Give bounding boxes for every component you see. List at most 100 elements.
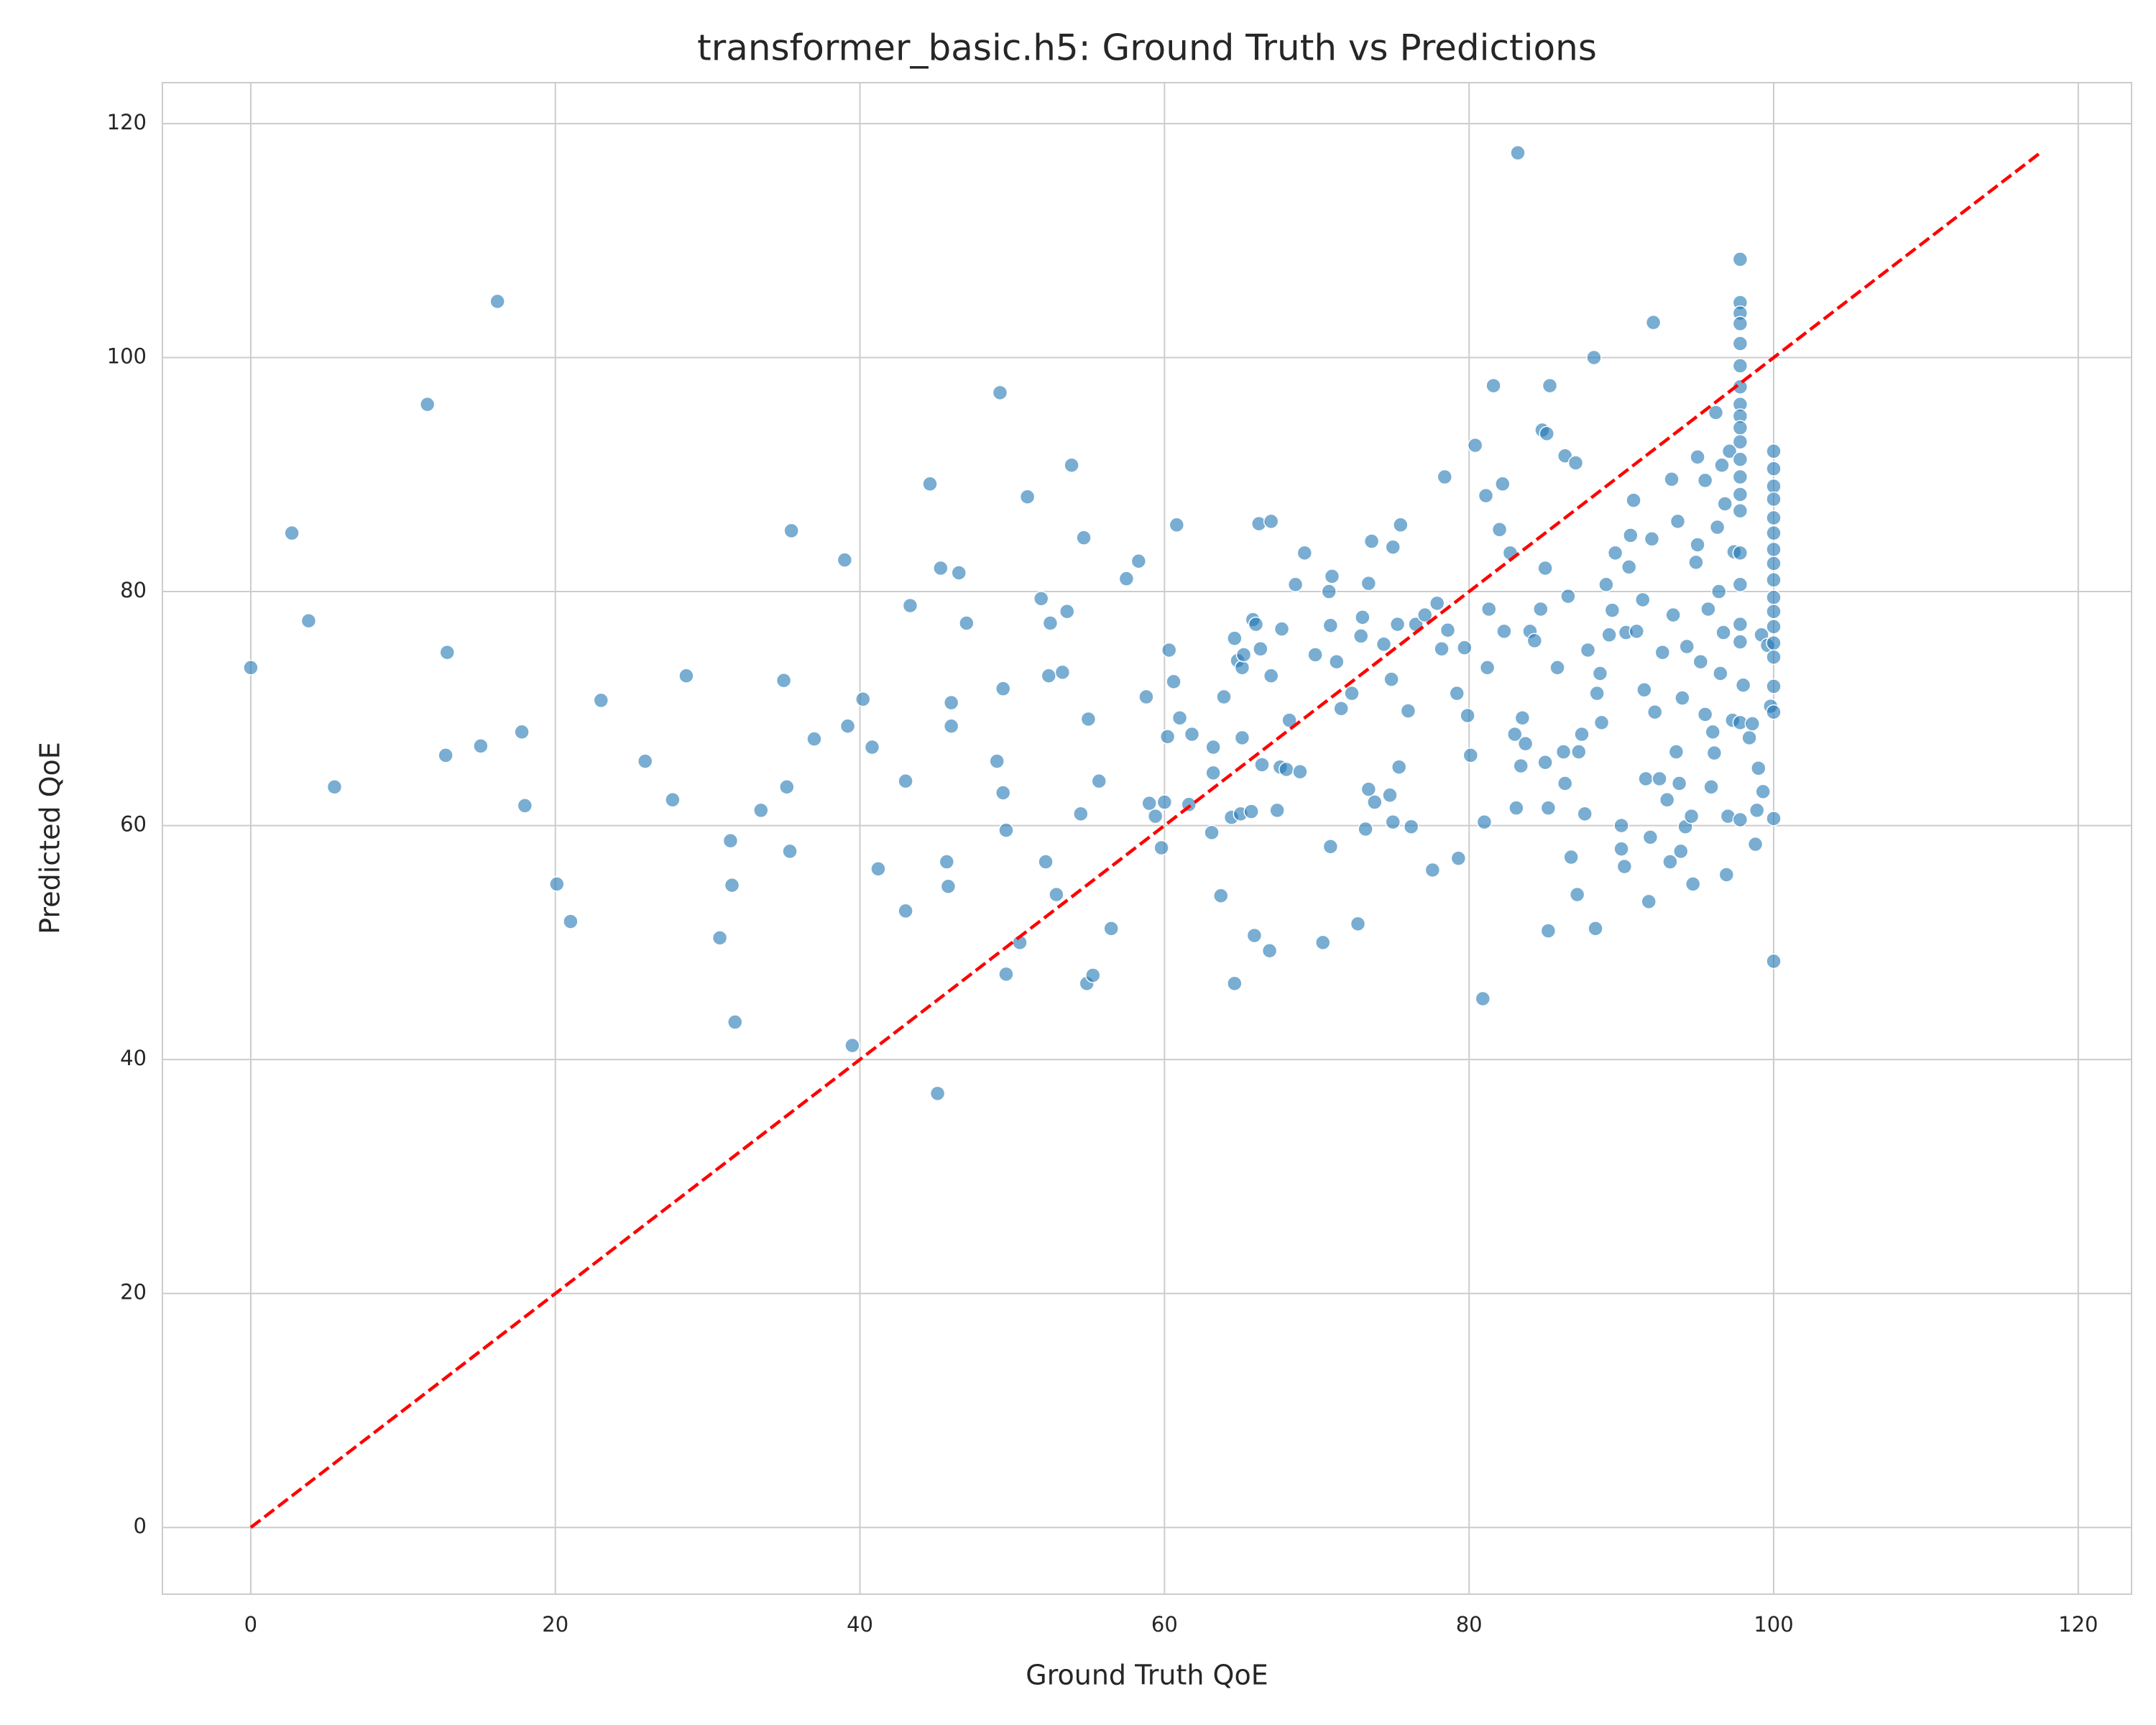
x-tick-label: 120 <box>2058 1612 2098 1637</box>
point <box>1766 572 1782 588</box>
x-tick-label: 80 <box>1456 1612 1483 1637</box>
point <box>1204 824 1220 841</box>
point <box>549 876 565 892</box>
point <box>1416 607 1433 623</box>
x-tick-label: 60 <box>1151 1612 1178 1637</box>
point <box>1389 616 1406 632</box>
point <box>1645 314 1662 331</box>
point <box>1292 763 1308 780</box>
point <box>1732 420 1749 436</box>
point <box>1557 448 1573 464</box>
point <box>1592 666 1608 681</box>
point <box>1669 513 1686 530</box>
point <box>1732 811 1749 828</box>
point <box>1766 491 1782 507</box>
point <box>1147 808 1164 824</box>
point <box>1391 759 1407 775</box>
point <box>1732 358 1749 374</box>
point <box>1480 601 1497 617</box>
point <box>1510 144 1526 161</box>
point <box>1281 712 1297 728</box>
point <box>806 731 822 747</box>
point <box>1741 730 1757 746</box>
point <box>1385 814 1401 830</box>
point <box>1383 671 1399 687</box>
point <box>1385 539 1401 555</box>
point <box>1457 640 1473 656</box>
point <box>1717 496 1733 512</box>
point <box>678 668 694 684</box>
point <box>1540 800 1557 816</box>
point <box>992 385 1008 401</box>
point <box>1642 829 1659 845</box>
point <box>1261 943 1278 959</box>
point <box>1601 627 1617 643</box>
point <box>1533 601 1549 617</box>
point <box>489 293 505 310</box>
point <box>839 718 856 734</box>
point <box>1644 531 1660 547</box>
point <box>1234 660 1250 676</box>
point <box>1450 850 1467 866</box>
point <box>1184 726 1200 742</box>
point <box>1766 589 1782 605</box>
point <box>1635 592 1651 608</box>
point <box>1080 711 1097 727</box>
point <box>995 785 1011 801</box>
point <box>1679 638 1695 655</box>
point <box>1216 689 1232 705</box>
point <box>1376 636 1392 653</box>
point <box>1755 783 1771 800</box>
point <box>1616 858 1633 875</box>
point <box>1697 707 1713 722</box>
point <box>1205 765 1221 781</box>
point <box>1460 707 1475 724</box>
point <box>563 914 579 929</box>
point <box>1437 469 1453 485</box>
point <box>1589 685 1605 702</box>
point <box>1507 726 1523 742</box>
point <box>514 724 530 740</box>
point <box>1685 876 1701 892</box>
point <box>1646 704 1663 720</box>
point <box>1549 660 1565 676</box>
point <box>1539 426 1555 442</box>
point <box>1355 610 1370 625</box>
point <box>1766 704 1782 720</box>
point <box>1604 602 1621 618</box>
point <box>1665 607 1681 623</box>
point <box>1692 653 1709 670</box>
point <box>1485 377 1501 394</box>
point <box>593 692 609 709</box>
point <box>1019 489 1036 505</box>
point <box>1560 588 1576 604</box>
point <box>1315 934 1331 951</box>
point <box>1296 545 1313 561</box>
point <box>1766 953 1782 970</box>
point <box>1234 730 1250 746</box>
point <box>1475 990 1491 1007</box>
point <box>902 597 918 614</box>
point <box>1329 653 1345 670</box>
point <box>1555 744 1572 760</box>
point <box>1322 617 1339 634</box>
point <box>1697 472 1713 489</box>
point <box>1744 716 1761 732</box>
point <box>1054 664 1071 681</box>
point <box>1130 553 1147 569</box>
point <box>1721 443 1738 459</box>
point <box>1732 487 1749 502</box>
point <box>1732 451 1749 467</box>
point <box>1705 724 1720 740</box>
point <box>1732 252 1749 267</box>
point <box>1526 632 1543 649</box>
point <box>1156 794 1173 810</box>
point <box>940 878 957 894</box>
point <box>243 660 259 676</box>
point <box>1227 975 1243 992</box>
y-tick-label: 40 <box>120 1046 147 1070</box>
point <box>1688 554 1704 571</box>
point <box>1091 773 1107 789</box>
point <box>1353 628 1369 644</box>
point <box>1159 729 1176 745</box>
